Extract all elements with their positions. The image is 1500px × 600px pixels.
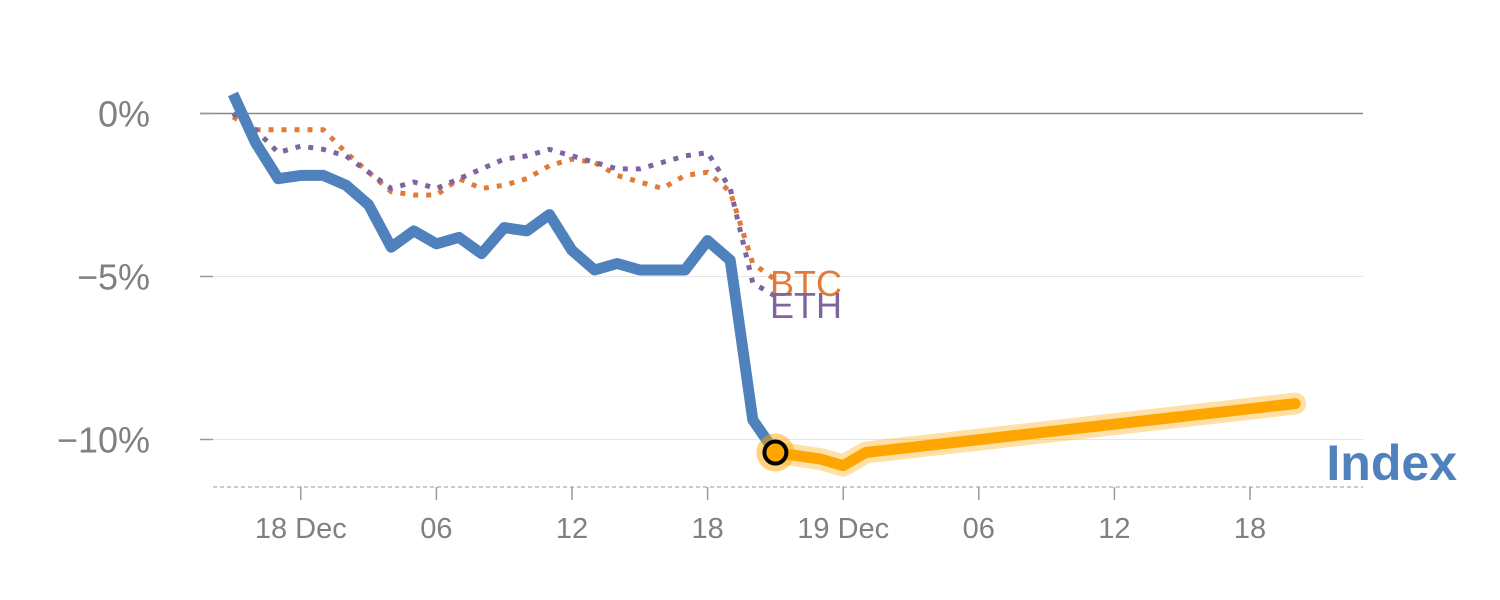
index-latest-line xyxy=(769,398,1301,472)
x-tick-label: 18 xyxy=(691,513,723,545)
eth-series-line xyxy=(231,111,777,299)
btc-series-line xyxy=(231,114,777,282)
markers xyxy=(756,433,795,472)
latest-point-marker xyxy=(762,439,789,466)
y-tick-label: −10% xyxy=(57,420,150,461)
x-tick-label: 18 Dec xyxy=(255,513,347,545)
y-tick-label: −5% xyxy=(77,257,150,298)
index-series-line xyxy=(228,91,780,456)
x-tick-label: 12 xyxy=(556,513,588,545)
x-tick-label: 19 Dec xyxy=(797,513,889,545)
x-tick-label: 06 xyxy=(963,513,995,545)
y-tick-label: 0% xyxy=(98,94,150,135)
x-tick-label: 06 xyxy=(420,513,452,545)
x-tick-label: 12 xyxy=(1098,513,1130,545)
eth-series-label: ETH xyxy=(770,285,842,326)
x-tick-label: 18 xyxy=(1234,513,1266,545)
x-axis: 18 Dec 06 12 18 19 Dec 06 12 18 xyxy=(255,487,1266,545)
y-axis: 0% −5% −10% xyxy=(57,94,213,461)
btc-series-label: BTC xyxy=(770,263,842,304)
index-series-label: Index xyxy=(1326,435,1457,491)
series-lines xyxy=(228,91,1307,477)
